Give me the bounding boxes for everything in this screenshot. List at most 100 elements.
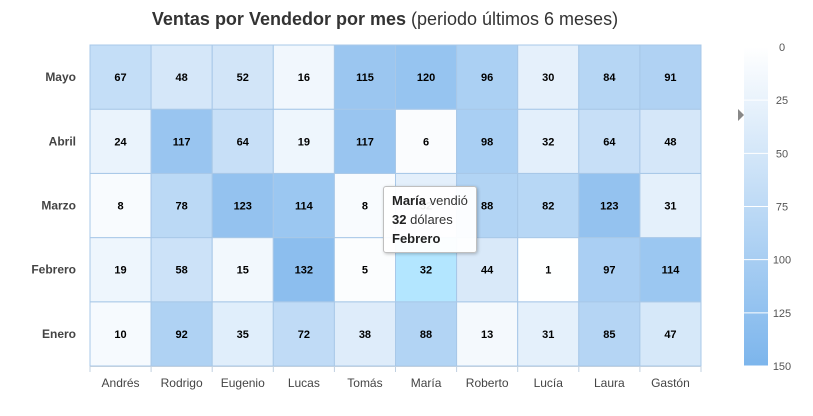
tooltip-month: Febrero: [392, 231, 441, 246]
heatmap-cell[interactable]: [578, 172, 641, 239]
cell-value-label: 15: [237, 265, 249, 277]
cell-value-label: 78: [176, 201, 188, 213]
heatmap-cell[interactable]: [639, 301, 702, 367]
cell-value-label: 84: [603, 72, 616, 84]
cell-value-label: 117: [356, 136, 374, 148]
heatmap-cell[interactable]: [639, 44, 702, 110]
cell-value-label: 58: [176, 265, 188, 277]
heatmap-cell[interactable]: [333, 301, 396, 367]
cell-value-label: 123: [234, 201, 252, 213]
chart-title: Ventas por Vendedor por mes (periodo últi…: [152, 9, 618, 29]
tooltip-unit: dólares: [410, 212, 453, 227]
legend-tick-label: 50: [776, 148, 788, 160]
chart-title-bold: Ventas por Vendedor por mes: [152, 9, 406, 29]
cell-value-label: 85: [603, 329, 615, 341]
cell-value-label: 13: [481, 329, 493, 341]
cell-value-label: 38: [359, 329, 371, 341]
heatmap-cell[interactable]: [211, 301, 274, 367]
heatmap-cell[interactable]: [89, 237, 152, 303]
heatmap-cell[interactable]: [517, 237, 580, 303]
heatmap-cell[interactable]: [639, 237, 702, 303]
heatmap-cell[interactable]: [89, 301, 152, 367]
cell-value-label: 6: [423, 136, 429, 148]
x-axis-label: Tomás: [347, 376, 382, 390]
cell-value-label: 64: [603, 136, 616, 148]
heatmap-cell[interactable]: [272, 237, 335, 303]
heatmap-cell[interactable]: [395, 301, 458, 367]
heatmap-cell[interactable]: [211, 172, 274, 239]
heatmap-cell[interactable]: [456, 44, 519, 110]
cell-value-label: 114: [295, 201, 314, 213]
cell-value-label: 98: [481, 136, 493, 148]
legend-tick-label: 100: [773, 255, 791, 267]
cell-value-label: 24: [114, 136, 127, 148]
cell-value-label: 47: [664, 329, 676, 341]
cell-value-label: 123: [600, 201, 618, 213]
cell-value-label: 114: [662, 265, 681, 277]
heatmap-cell[interactable]: [89, 108, 152, 174]
cell-value-label: 35: [237, 329, 249, 341]
heatmap-cell[interactable]: [456, 108, 519, 174]
heatmap-cell[interactable]: [578, 301, 641, 367]
cell-value-label: 82: [542, 201, 554, 213]
heatmap-cell[interactable]: [639, 108, 702, 174]
tooltip-verb: vendió: [429, 193, 468, 208]
tooltip-line-3: Febrero: [392, 229, 468, 248]
heatmap-cell[interactable]: [211, 237, 274, 303]
cell-value-label: 88: [481, 201, 493, 213]
cell-value-label: 30: [542, 72, 554, 84]
heatmap-cell[interactable]: [517, 44, 580, 110]
legend-tick-label: 125: [773, 308, 791, 320]
cell-value-label: 64: [237, 136, 250, 148]
x-axis-label: Gastón: [651, 376, 690, 390]
tooltip-line-2: 32 dólares: [392, 210, 468, 229]
x-axis-label: María: [411, 376, 442, 390]
cell-value-label: 115: [356, 72, 374, 84]
cell-value-label: 31: [664, 201, 676, 213]
y-axis-label: Febrero: [31, 263, 76, 277]
legend-tick-label: 25: [776, 95, 788, 107]
heatmap-cell[interactable]: [395, 44, 458, 110]
x-axis-label: Lucía: [534, 376, 564, 390]
cell-value-label: 91: [664, 72, 676, 84]
cell-value-label: 5: [362, 265, 368, 277]
heatmap-cell[interactable]: [333, 44, 396, 110]
legend-value-marker: [738, 109, 744, 122]
heatmap-cell[interactable]: [517, 172, 580, 239]
heatmap-cell[interactable]: [272, 301, 335, 367]
cell-value-label: 52: [237, 72, 249, 84]
cell-value-label: 48: [664, 136, 676, 148]
cell-value-label: 19: [298, 136, 310, 148]
heatmap-cell[interactable]: [456, 301, 519, 367]
legend-tick-label: 0: [779, 42, 785, 54]
heatmap-cell[interactable]: [395, 108, 458, 174]
heatmap-cell[interactable]: [517, 108, 580, 174]
x-axis-label: Andrés: [102, 376, 140, 390]
cell-value-label: 8: [362, 201, 368, 213]
heatmap-cell[interactable]: [150, 44, 213, 110]
heatmap-cell[interactable]: [639, 172, 702, 239]
cell-value-label: 92: [176, 329, 188, 341]
heatmap-cell[interactable]: [578, 44, 641, 110]
x-axis-label: Rodrigo: [161, 376, 203, 390]
heatmap-cell[interactable]: [211, 108, 274, 174]
heatmap-cell[interactable]: [150, 237, 213, 303]
cell-value-label: 32: [542, 136, 554, 148]
cell-value-label: 67: [114, 72, 126, 84]
legend-tick-label: 150: [773, 361, 791, 373]
cell-value-label: 31: [542, 329, 554, 341]
heatmap-cell[interactable]: [211, 44, 274, 110]
cell-value-label: 96: [481, 72, 493, 84]
cell-value-label: 72: [298, 329, 310, 341]
cell-value-label: 44: [481, 265, 494, 277]
x-axis-label: Roberto: [466, 376, 509, 390]
cell-value-label: 32: [420, 265, 432, 277]
heatmap-cell[interactable]: [517, 301, 580, 367]
x-axis-label: Lucas: [288, 376, 320, 390]
cell-value-label: 16: [298, 72, 310, 84]
heatmap-cell[interactable]: [89, 172, 152, 239]
heatmap-cell[interactable]: [272, 44, 335, 110]
heatmap-cell[interactable]: [89, 44, 152, 110]
tooltip-name: María: [392, 193, 426, 208]
heatmap-cell[interactable]: [578, 237, 641, 303]
